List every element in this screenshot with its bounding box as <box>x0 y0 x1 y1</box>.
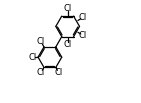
Text: Cl: Cl <box>79 31 87 40</box>
Text: Cl: Cl <box>64 40 72 49</box>
Text: Cl: Cl <box>79 13 87 22</box>
Text: Cl: Cl <box>28 53 36 62</box>
Text: Cl: Cl <box>64 4 72 13</box>
Text: Cl: Cl <box>37 68 45 77</box>
Text: Cl: Cl <box>37 37 45 46</box>
Text: Cl: Cl <box>55 68 63 77</box>
